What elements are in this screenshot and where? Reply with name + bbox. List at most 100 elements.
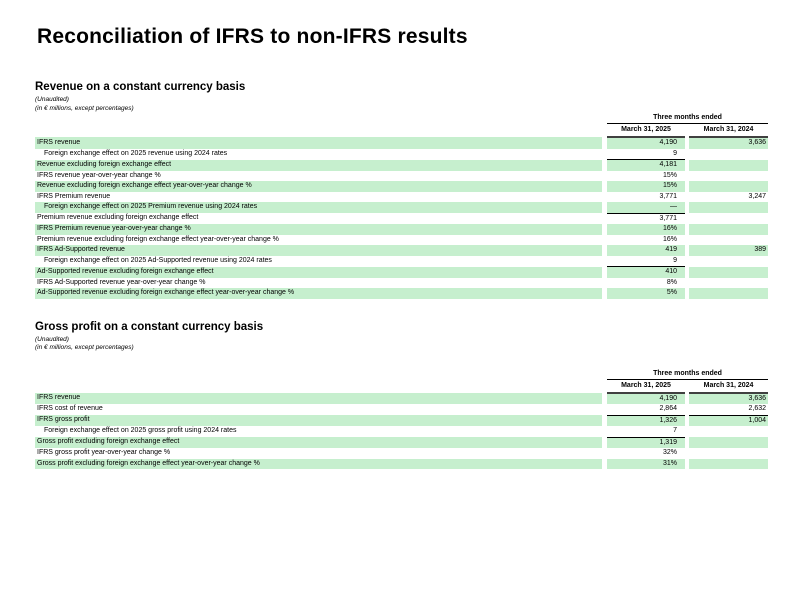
value-2025: 4,190 — [607, 137, 685, 149]
table-row: IFRS Ad-Supported revenue 419 389 — [35, 245, 769, 256]
value-2025: 410 — [607, 266, 685, 278]
row-label: IFRS Premium revenue — [37, 192, 111, 200]
row-label: Premium revenue excluding foreign exchan… — [37, 235, 279, 243]
report-page: Reconciliation of IFRS to non-IFRS resul… — [0, 25, 800, 589]
table-row: Foreign exchange effect on 2025 revenue … — [35, 148, 768, 160]
column-header-row: March 31, 2025 March 31, 2024 — [35, 379, 769, 394]
value-2024 — [689, 149, 768, 160]
table-row: Foreign exchange effect on 2025 Premium … — [35, 202, 769, 214]
value-2024 — [689, 448, 768, 459]
value-2025: 7 — [607, 426, 685, 438]
value-2024 — [689, 437, 769, 448]
value-2024 — [689, 256, 768, 267]
value-2024: 1,004 — [689, 415, 769, 426]
table-row: IFRS cost of revenue 2,864 2,632 — [35, 404, 769, 416]
row-label: IFRS revenue year-over-year change % — [37, 171, 161, 179]
unaudited-note: (Unaudited) — [35, 96, 69, 103]
value-2025: 32% — [662, 449, 677, 456]
value-2025: 419 — [607, 245, 685, 256]
table-row: IFRS revenue 4,190 3,636 — [35, 137, 769, 149]
table-row: Foreign exchange effect on 2025 gross pr… — [35, 426, 768, 438]
table-row: IFRS revenue year-over-year change % 15% — [35, 171, 768, 182]
value-2024 — [689, 159, 769, 171]
row-label: IFRS Ad-Supported revenue — [35, 245, 602, 256]
value-2025: 3,771 — [659, 214, 677, 222]
value-2024 — [689, 266, 769, 278]
header-spacer — [35, 124, 607, 138]
value-2024 — [689, 426, 768, 437]
header-spacer — [35, 113, 607, 124]
value-2024 — [689, 278, 768, 289]
section-revenue-constant-currency: Revenue on a constant currency basis (Un… — [35, 81, 769, 299]
table-row: IFRS Ad-Supported revenue year-over-year… — [35, 278, 768, 289]
column-header-2024: March 31, 2024 — [689, 123, 769, 138]
value-2025: 8% — [666, 278, 677, 286]
section-heading: Revenue on a constant currency basis — [35, 81, 246, 93]
row-label: Revenue excluding foreign exchange effec… — [35, 181, 602, 192]
row-label: IFRS Premium revenue year-over-year chan… — [35, 224, 602, 235]
column-header-2025: March 31, 2025 — [607, 123, 685, 138]
row-label: Foreign exchange effect on 2025 Ad-Suppo… — [44, 256, 272, 264]
value-2024: 389 — [689, 245, 769, 256]
value-2025: 15% — [662, 171, 677, 179]
table-row: IFRS gross profit 1,326 1,004 — [35, 415, 769, 426]
table-row: Premium revenue excluding foreign exchan… — [35, 235, 768, 246]
value-2025: 5% — [607, 288, 685, 299]
value-2025: 9 — [607, 148, 685, 160]
row-label: IFRS revenue — [35, 137, 602, 149]
row-label: IFRS gross profit year-over-year change … — [37, 449, 171, 456]
section-gross-profit-constant-currency: Gross profit on a constant currency basi… — [35, 321, 769, 469]
column-header-2025: March 31, 2025 — [607, 379, 685, 394]
row-label: IFRS revenue — [35, 392, 602, 404]
value-2024: 2,632 — [689, 404, 769, 416]
period-header: Three months ended — [607, 368, 769, 380]
period-header-row: Three months ended — [35, 113, 769, 124]
row-label: Ad-Supported revenue excluding foreign e… — [35, 266, 602, 278]
table-row: Gross profit excluding foreign exchange … — [35, 458, 769, 469]
row-label: Foreign exchange effect on 2025 gross pr… — [44, 427, 237, 435]
value-2025: 4,181 — [607, 159, 685, 171]
row-label: Foreign exchange effect on 2025 Premium … — [35, 202, 602, 213]
value-2025: 1,326 — [607, 415, 685, 426]
table-row: Ad-Supported revenue excluding foreign e… — [35, 288, 769, 299]
column-header-2024: March 31, 2024 — [689, 379, 769, 394]
table-row: Revenue excluding foreign exchange effec… — [35, 181, 769, 192]
row-label: IFRS gross profit — [35, 415, 602, 426]
table-row: IFRS revenue 4,190 3,636 — [35, 392, 769, 404]
value-2024: 3,247 — [748, 192, 767, 200]
header-spacer — [35, 369, 607, 380]
revenue-table: Three months ended March 31, 2025 March … — [35, 113, 769, 299]
value-2024 — [689, 458, 769, 469]
table-row: IFRS gross profit year-over-year change … — [35, 448, 768, 459]
value-2025: 9 — [607, 255, 685, 267]
value-2024 — [689, 181, 769, 192]
value-2025: — — [607, 202, 685, 214]
row-label: Ad-Supported revenue excluding foreign e… — [35, 288, 602, 299]
value-2025: 15% — [607, 181, 685, 192]
value-2025: 1,319 — [607, 437, 685, 448]
value-2025: 2,864 — [607, 404, 685, 416]
value-2025: 16% — [607, 224, 685, 235]
revenue-table-body: IFRS revenue 4,190 3,636 Foreign exchange e… — [35, 137, 769, 299]
units-note: (in € millions, except percentages) — [35, 344, 134, 351]
table-row: IFRS Premium revenue 3,771 3,247 — [35, 192, 768, 203]
table-row: Gross profit excluding foreign exchange … — [35, 437, 769, 448]
value-2024 — [689, 288, 769, 299]
table-row: IFRS Premium revenue year-over-year chan… — [35, 224, 769, 235]
table-row: Revenue excluding foreign exchange effec… — [35, 159, 769, 171]
value-2025: 3,771 — [659, 192, 677, 200]
page-title: Reconciliation of IFRS to non-IFRS resul… — [37, 25, 468, 48]
gross-profit-table-body: IFRS revenue 4,190 3,636 IFRS cost of reven… — [35, 392, 769, 469]
value-2024: 3,636 — [689, 137, 769, 149]
table-row: Premium revenue excluding foreign exchan… — [35, 213, 768, 224]
units-note: (in € millions, except percentages) — [35, 104, 134, 112]
value-2024 — [689, 235, 768, 246]
row-label: IFRS Ad-Supported revenue year-over-year… — [37, 278, 206, 286]
value-2024 — [689, 213, 768, 224]
period-header: Three months ended — [607, 113, 769, 124]
header-spacer — [35, 379, 607, 393]
value-2025: 4,190 — [607, 392, 685, 404]
column-header-row: March 31, 2025 March 31, 2024 — [35, 123, 769, 138]
value-2025: 16% — [662, 235, 677, 243]
value-2024 — [689, 202, 769, 213]
